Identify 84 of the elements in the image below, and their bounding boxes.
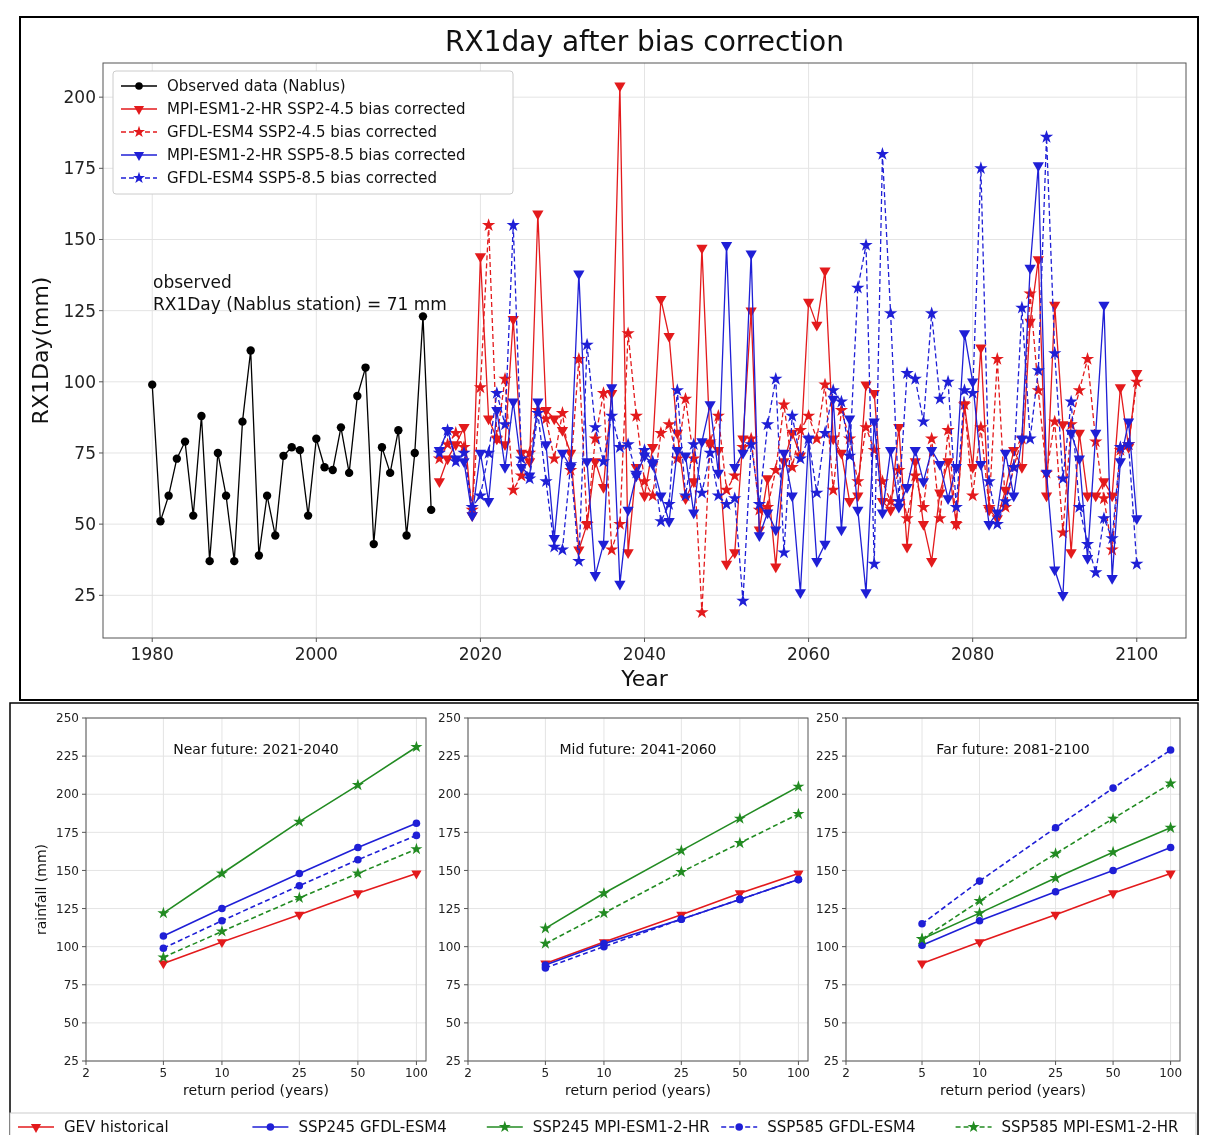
x-tick-label: 5 [918,1066,926,1080]
legend-label: GFDL-ESM4 SSP5-8.5 bias corrected [167,169,437,188]
x-tick-label: 5 [159,1066,168,1080]
x-tick-label: 10 [971,1066,988,1080]
y-tick-label: 75 [74,442,96,463]
legend-label: SSP245 GFDL-ESM4 [298,1118,447,1135]
y-tick-label: 50 [445,1016,461,1031]
y-tick-label: 150 [816,863,839,878]
y-tick-label: 150 [56,863,79,878]
y-tick-label: 225 [56,749,79,764]
y-tick-label: 25 [74,585,96,606]
y-tick-label: 75 [823,977,839,992]
y-tick-label: 125 [56,901,79,916]
x-tick-label: 50 [350,1066,366,1080]
legend-label: SSP245 MPI-ESM1-2-HR [532,1118,710,1135]
annotation: observed RX1Day (Nablus station) = 71 mm [153,272,447,314]
y-tick-label: 125 [438,901,461,916]
x-axis-title: return period (years) [940,1082,1086,1098]
x-tick-label: 2060 [786,644,831,664]
y-tick-label: 25 [445,1054,461,1069]
y-tick-label: 50 [63,1016,79,1031]
y-tick-label: 175 [816,825,839,840]
x-axis-title: return period (years) [565,1082,711,1098]
y-tick-label: 100 [816,939,839,954]
x-axis-title: return period (years) [183,1082,329,1098]
x-tick-label: 2020 [458,644,503,664]
x-tick-label: 50 [1105,1066,1121,1080]
y-axis-title: RX1Day(mm) [28,276,53,425]
legend-label: MPI-ESM1-2-HR SSP5-8.5 bias corrected [167,146,466,165]
x-tick-label: 10 [596,1066,612,1080]
x-tick-label: 100 [1159,1066,1183,1080]
x-tick-label: 10 [214,1066,230,1080]
y-tick-label: 250 [816,711,839,726]
x-tick-label: 2040 [622,644,667,664]
legend-label: GFDL-ESM4 SSP2-4.5 bias corrected [167,123,437,142]
x-tick-label: 50 [732,1066,748,1080]
y-tick-label: 250 [56,711,79,726]
y-axis-title: rainfall (mm) [33,843,49,936]
x-tick-label: 25 [1047,1066,1064,1080]
y-tick-label: 200 [816,787,839,802]
text: Mid future: 2041-2060 [559,741,717,757]
y-tick-label: 100 [56,939,79,954]
y-tick-label: 200 [63,87,96,108]
y-tick-label: 175 [63,158,96,179]
x-tick-label: 2 [842,1066,850,1080]
text: Near future: 2021-2040 [173,741,339,757]
y-tick-label: 175 [56,825,79,840]
x-axis-title: Year [620,666,669,691]
x-tick-label: 25 [291,1066,307,1080]
y-tick-label: 125 [816,901,839,916]
y-tick-label: 25 [63,1054,79,1069]
legend-label: SSP585 GFDL-ESM4 [767,1118,916,1135]
y-tick-label: 50 [74,514,96,535]
y-tick-label: 250 [438,711,461,726]
x-tick-label: 1980 [130,644,174,664]
x-tick-label: 2000 [294,644,338,664]
y-tick-label: 100 [438,939,461,954]
y-tick-label: 175 [438,825,461,840]
x-tick-label: 100 [786,1066,810,1080]
legend-label: SSP585 MPI-ESM1-2-HR [1001,1118,1179,1135]
chart-title: RX1day after bias correction [445,25,844,58]
y-tick-label: 100 [63,371,96,392]
y-tick-label: 225 [438,749,461,764]
x-tick-label: 100 [404,1066,428,1080]
x-tick-label: 2 [82,1066,90,1080]
y-tick-label: 75 [63,977,79,992]
y-tick-label: 25 [823,1054,839,1069]
y-tick-label: 150 [63,229,96,250]
legend-label: MPI-ESM1-2-HR SSP2-4.5 bias corrected [167,100,466,119]
x-tick-label: 2080 [951,644,995,664]
y-tick-label: 150 [438,863,461,878]
y-tick-label: 225 [816,749,839,764]
legend-label: Observed data (Nablus) [167,77,346,96]
x-tick-label: 2100 [1115,644,1159,664]
x-tick-label: 2 [464,1066,472,1080]
y-tick-label: 200 [438,787,461,802]
y-tick-label: 200 [56,787,79,802]
y-tick-label: 50 [823,1016,839,1031]
y-tick-label: 75 [445,977,461,992]
x-tick-label: 25 [673,1066,689,1080]
legend-label: GEV historical [64,1118,169,1135]
y-tick-label: 125 [63,300,96,321]
text: Far future: 2081-2100 [936,741,1090,757]
x-tick-label: 5 [541,1066,550,1080]
